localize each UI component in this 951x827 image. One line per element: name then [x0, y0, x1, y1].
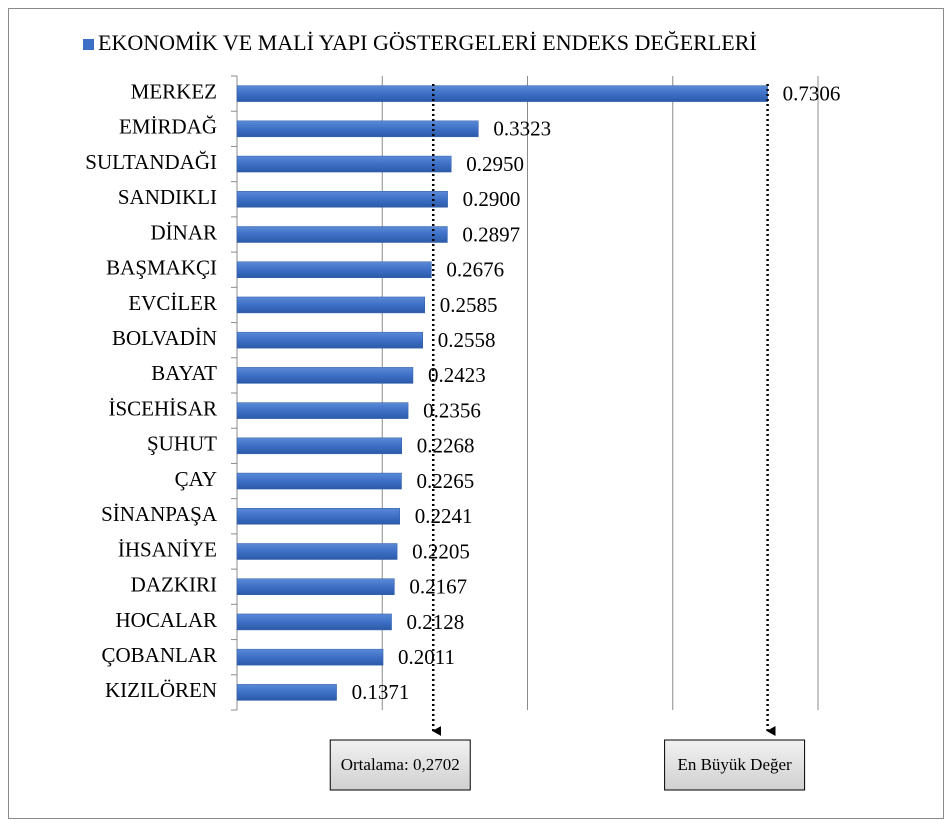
- y-tick-label: EVCİLER: [128, 291, 217, 315]
- value-label: 0.2900: [463, 187, 521, 211]
- value-label: 0.3323: [493, 117, 551, 141]
- bar: [236, 261, 432, 278]
- y-tick-label: EMİRDAĞ: [119, 115, 217, 139]
- bar: [236, 684, 337, 701]
- bar: [236, 120, 479, 138]
- bar: [236, 367, 414, 384]
- value-label: 0.2558: [438, 328, 496, 352]
- annotation-box: [329, 739, 471, 791]
- value-label: 0.2205: [412, 539, 470, 563]
- y-tick-label: İHSANİYE: [118, 537, 217, 561]
- annotation-text: Ortalama: 0,2702: [341, 755, 460, 774]
- annotation-text: En Büyük Değer: [677, 755, 792, 774]
- annotation-box: [664, 739, 806, 791]
- bar: [236, 613, 392, 631]
- y-tick-label: HOCALAR: [115, 608, 217, 632]
- value-label: 0.2265: [416, 469, 474, 493]
- value-label: 0.2897: [462, 222, 520, 246]
- value-label: 0.2356: [423, 398, 481, 422]
- bar: [236, 648, 384, 666]
- y-tick-label: MERKEZ: [131, 79, 217, 103]
- bar: [236, 508, 401, 525]
- value-label: 0.2585: [440, 293, 498, 317]
- y-tick-label: SULTANDAĞI: [85, 150, 217, 174]
- y-tick-label: DAZKIRI: [131, 573, 217, 597]
- value-label: 0.2268: [417, 434, 475, 458]
- y-tick-label: İSCEHİSAR: [108, 396, 217, 420]
- value-label: 0.2241: [415, 504, 473, 528]
- value-label: 0.2128: [407, 610, 465, 634]
- bar: [236, 437, 402, 455]
- value-label: 0.2950: [466, 152, 524, 176]
- legend-label: EKONOMİK VE MALİ YAPI GÖSTERGELERİ ENDEK…: [98, 30, 757, 55]
- bar: [236, 543, 398, 560]
- bar: [236, 331, 424, 349]
- value-label: 0.2676: [446, 258, 504, 282]
- value-label: 0.7306: [783, 81, 841, 105]
- y-tick-label: SİNANPAŞA: [101, 502, 218, 526]
- value-label: 0.2011: [398, 645, 455, 669]
- value-label: 0.2423: [428, 363, 486, 387]
- y-tick-label: ŞUHUT: [147, 432, 217, 456]
- bar: [236, 226, 448, 243]
- legend-swatch: [83, 39, 94, 50]
- bar: [236, 296, 425, 314]
- y-tick-label: SANDIKLI: [118, 185, 217, 209]
- bar: [236, 155, 452, 173]
- y-tick-label: ÇAY: [175, 467, 217, 491]
- bar: [236, 578, 395, 595]
- bar: [236, 472, 402, 490]
- y-tick-label: ÇOBANLAR: [101, 643, 217, 667]
- bar: [236, 191, 448, 208]
- y-tick-label: BAŞMAKÇI: [106, 256, 217, 280]
- bar: [236, 402, 409, 419]
- y-tick-label: KIZILÖREN: [105, 678, 217, 702]
- y-tick-label: BAYAT: [151, 361, 217, 385]
- chart-border: [8, 8, 944, 819]
- value-label: 0.2167: [409, 575, 467, 599]
- y-tick-label: BOLVADİN: [112, 326, 217, 350]
- y-tick-label: DİNAR: [151, 220, 218, 244]
- bar: [236, 85, 768, 102]
- value-label: 0.1371: [352, 680, 410, 704]
